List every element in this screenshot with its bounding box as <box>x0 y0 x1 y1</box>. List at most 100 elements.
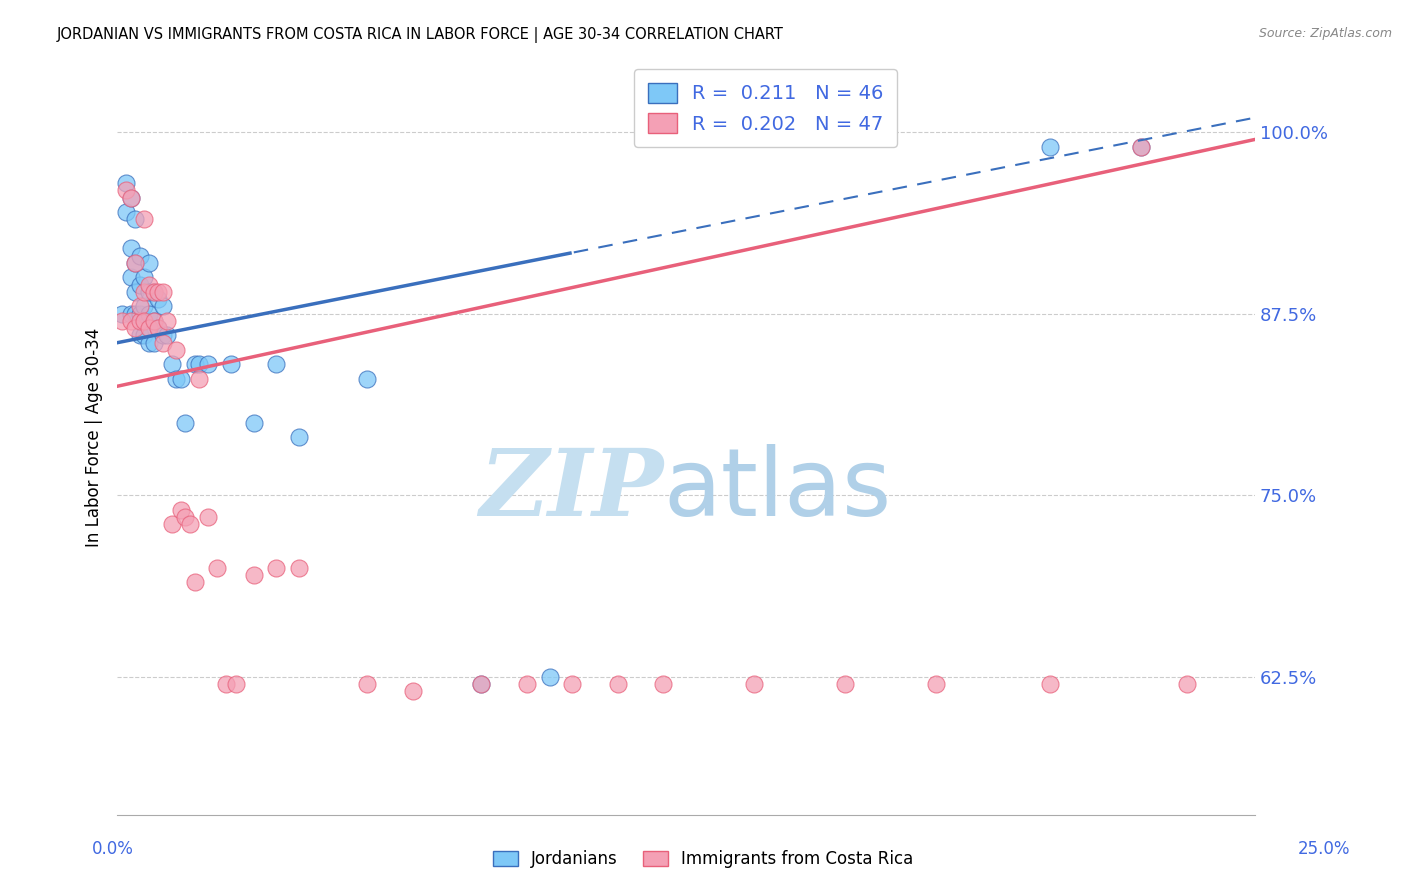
Point <box>188 372 211 386</box>
Point <box>170 502 193 516</box>
Point <box>146 321 169 335</box>
Point <box>124 256 146 270</box>
Point <box>165 343 187 357</box>
Legend: R =  0.211   N = 46, R =  0.202   N = 47: R = 0.211 N = 46, R = 0.202 N = 47 <box>634 70 897 147</box>
Point <box>606 677 628 691</box>
Point <box>115 176 138 190</box>
Point <box>134 270 156 285</box>
Point <box>142 285 165 299</box>
Text: Source: ZipAtlas.com: Source: ZipAtlas.com <box>1258 27 1392 40</box>
Point <box>134 328 156 343</box>
Point <box>142 335 165 350</box>
Point <box>215 677 238 691</box>
Text: atlas: atlas <box>664 444 891 536</box>
Point <box>124 285 146 299</box>
Point <box>124 307 146 321</box>
Point <box>561 677 583 691</box>
Point <box>652 677 675 691</box>
Y-axis label: In Labor Force | Age 30-34: In Labor Force | Age 30-34 <box>86 327 103 547</box>
Point <box>111 307 134 321</box>
Point <box>129 328 152 343</box>
Point <box>124 321 146 335</box>
Point <box>266 560 288 574</box>
Point <box>174 510 197 524</box>
Point <box>356 677 378 691</box>
Point <box>470 677 492 691</box>
Point <box>174 416 197 430</box>
Point <box>134 300 156 314</box>
Point <box>138 256 160 270</box>
Point <box>356 372 378 386</box>
Point <box>142 314 165 328</box>
Point <box>120 190 142 204</box>
Point <box>516 677 538 691</box>
Point <box>160 358 183 372</box>
Point <box>179 517 201 532</box>
Point <box>138 277 160 292</box>
Point <box>134 212 156 227</box>
Point <box>165 372 187 386</box>
Point <box>1130 139 1153 153</box>
Point <box>160 517 183 532</box>
Point <box>134 314 156 328</box>
Point <box>156 314 179 328</box>
Point <box>152 328 174 343</box>
Point <box>219 358 242 372</box>
Point <box>111 314 134 328</box>
Point <box>183 358 205 372</box>
Point <box>242 416 264 430</box>
Point <box>115 183 138 197</box>
Point <box>197 358 219 372</box>
Point <box>146 285 169 299</box>
Point <box>288 560 311 574</box>
Text: ZIP: ZIP <box>479 445 664 535</box>
Point <box>742 677 765 691</box>
Point <box>138 307 160 321</box>
Point <box>124 212 146 227</box>
Point <box>152 285 174 299</box>
Point <box>225 677 247 691</box>
Point <box>925 677 948 691</box>
Point <box>129 314 152 328</box>
Point <box>197 510 219 524</box>
Point <box>1039 139 1062 153</box>
Point <box>188 358 211 372</box>
Point <box>834 677 856 691</box>
Point <box>207 560 229 574</box>
Point <box>138 335 160 350</box>
Point <box>129 249 152 263</box>
Point <box>129 300 152 314</box>
Point <box>138 285 160 299</box>
Point <box>152 300 174 314</box>
Point <box>266 358 288 372</box>
Point <box>1130 139 1153 153</box>
Point <box>156 328 179 343</box>
Point <box>146 292 169 306</box>
Point <box>142 314 165 328</box>
Point <box>138 321 160 335</box>
Text: 25.0%: 25.0% <box>1298 840 1350 858</box>
Legend: Jordanians, Immigrants from Costa Rica: Jordanians, Immigrants from Costa Rica <box>486 844 920 875</box>
Point <box>120 270 142 285</box>
Point <box>402 684 425 698</box>
Point <box>120 307 142 321</box>
Point <box>170 372 193 386</box>
Point <box>134 285 156 299</box>
Point <box>183 575 205 590</box>
Text: JORDANIAN VS IMMIGRANTS FROM COSTA RICA IN LABOR FORCE | AGE 30-34 CORRELATION C: JORDANIAN VS IMMIGRANTS FROM COSTA RICA … <box>56 27 783 43</box>
Point <box>120 190 142 204</box>
Point <box>124 256 146 270</box>
Point <box>115 205 138 219</box>
Point <box>146 321 169 335</box>
Point <box>538 670 561 684</box>
Point <box>242 568 264 582</box>
Point <box>470 677 492 691</box>
Point <box>1175 677 1198 691</box>
Point <box>142 285 165 299</box>
Point <box>288 430 311 444</box>
Point <box>120 314 142 328</box>
Point <box>152 335 174 350</box>
Point <box>129 277 152 292</box>
Text: 0.0%: 0.0% <box>91 840 134 858</box>
Point <box>129 307 152 321</box>
